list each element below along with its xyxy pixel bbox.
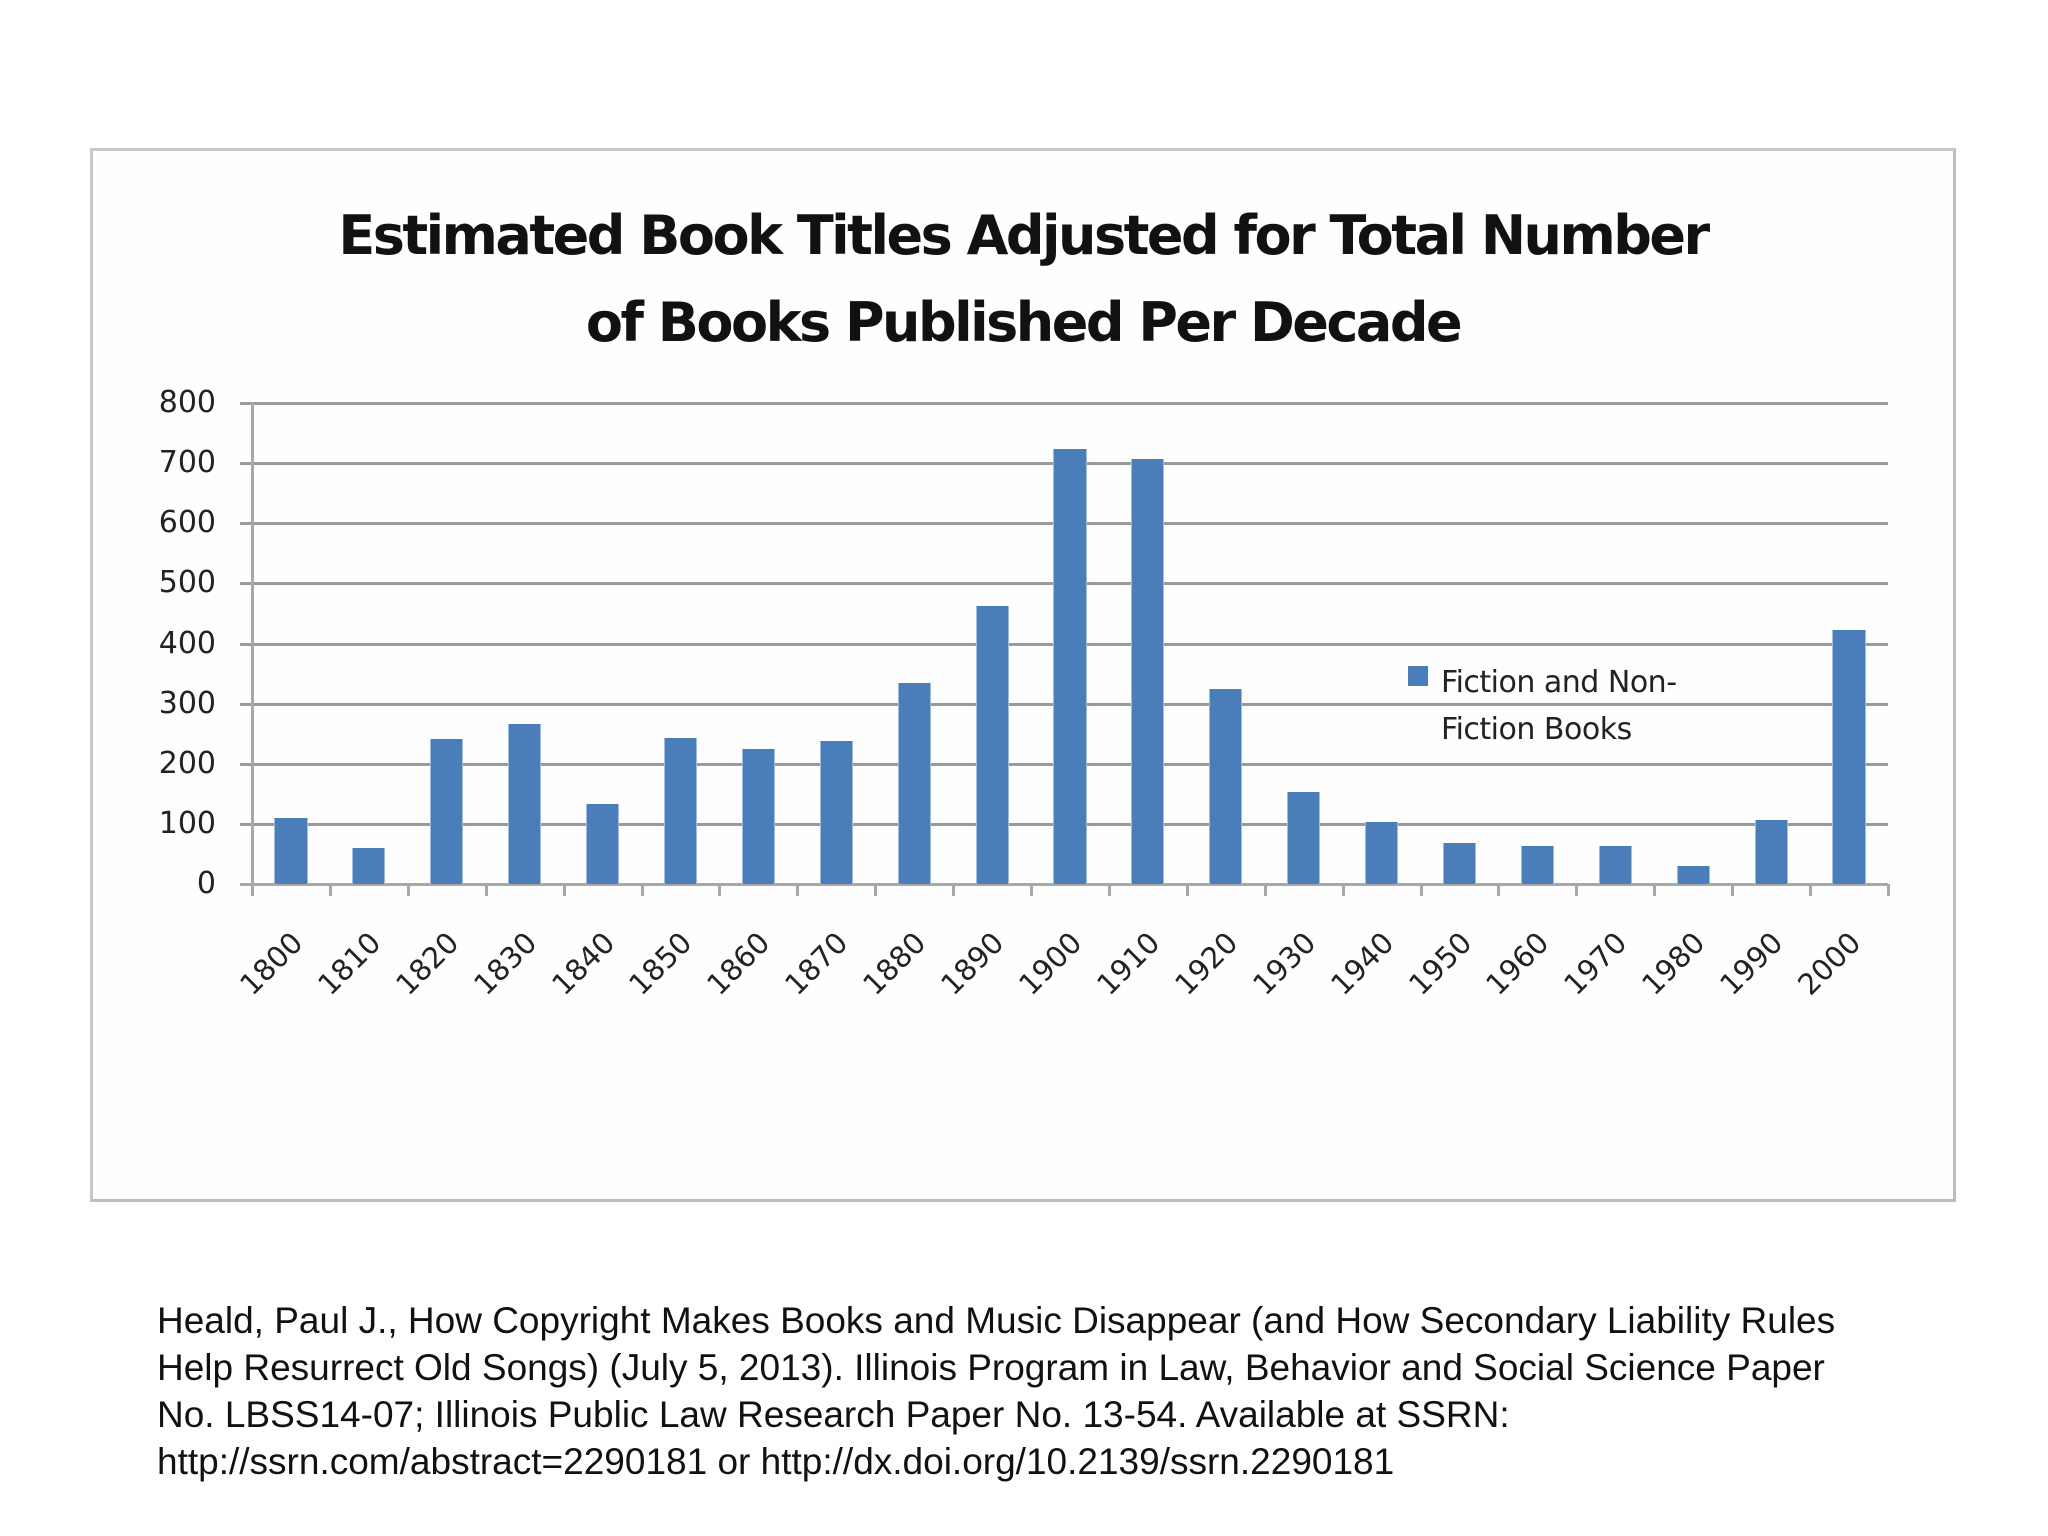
legend-swatch-icon (1408, 666, 1428, 686)
chart-title-line-2: of Books Published Per Decade (585, 291, 1463, 354)
bar-1970 (1599, 845, 1631, 884)
x-tick-label: 1840 (544, 925, 621, 1002)
bar-1900 (1054, 448, 1086, 884)
x-tick (874, 884, 878, 896)
x-tick-label: 1940 (1323, 925, 1400, 1002)
chart-container: Estimated Book Titles Adjusted for Total… (90, 148, 1956, 1202)
x-tick (406, 884, 410, 896)
y-tick-label: 800 (158, 385, 216, 420)
bar-1950 (1443, 842, 1476, 884)
x-tick (328, 884, 332, 896)
x-tick-label: 1820 (388, 925, 466, 1002)
y-tick-label: 700 (158, 445, 216, 481)
y-tick-label: 300 (158, 685, 216, 721)
x-tick-label: 1970 (1557, 925, 1634, 1002)
x-tick (1107, 884, 1111, 896)
x-tick-label: 1890 (934, 925, 1011, 1002)
bar-1990 (1755, 819, 1787, 884)
bar-1850 (664, 737, 697, 884)
citation-line-1: Heald, Paul J., How Copyright Makes Book… (157, 1300, 1836, 1341)
bar-1930 (1288, 792, 1320, 884)
x-tick-label: 1810 (310, 925, 388, 1002)
bar-1960 (1521, 846, 1553, 884)
y-tick-label: 200 (158, 745, 216, 781)
y-tick-label: 0 (196, 866, 216, 901)
bar-1830 (509, 724, 541, 884)
x-tick-label: 1900 (1012, 925, 1089, 1002)
gridline (240, 402, 1888, 405)
x-tick-label: 1870 (778, 925, 855, 1002)
x-tick (562, 884, 566, 896)
x-tick (718, 884, 722, 896)
citation-line-4: http://ssrn.com/abstract=2290181 or http… (157, 1441, 1395, 1482)
bar-1910 (1132, 458, 1164, 884)
y-tick-label: 100 (158, 805, 216, 841)
x-tick (952, 884, 956, 896)
bar-1810 (353, 847, 385, 884)
x-tick-label: 1930 (1245, 925, 1323, 1002)
bar-1870 (820, 740, 852, 884)
x-tick-label: 1960 (1479, 925, 1556, 1002)
x-tick-label: 1860 (700, 925, 777, 1002)
x-tick-label: 1910 (1090, 925, 1167, 1002)
x-tick (1263, 884, 1267, 896)
x-tick-label: 1920 (1167, 925, 1245, 1002)
x-tick (1809, 884, 1813, 896)
citation: Heald, Paul J., How Copyright Makes Book… (157, 1297, 2017, 1485)
y-tick-label: 500 (158, 565, 216, 601)
bar-1890 (976, 605, 1008, 884)
bar-1820 (431, 739, 463, 884)
legend-label-line-1: Fiction and Non- (1441, 665, 1677, 700)
x-tick (796, 884, 800, 896)
x-tick-label: 1850 (622, 925, 699, 1002)
citation-line-2: Help Resurrect Old Songs) (July 5, 2013)… (157, 1347, 1825, 1388)
x-tick-label: 1990 (1713, 925, 1790, 1002)
bar-1980 (1677, 865, 1709, 884)
x-tick (1653, 884, 1657, 896)
x-tick (1341, 884, 1345, 896)
y-axis (251, 403, 254, 894)
bar-1800 (275, 817, 307, 884)
legend-label: Fiction and Non- Fiction Books (1441, 659, 1761, 753)
x-tick-label: 1980 (1635, 925, 1712, 1002)
x-tick-label: 1830 (466, 925, 544, 1002)
x-tick-label: 2000 (1791, 925, 1868, 1002)
bar-2000 (1833, 630, 1865, 884)
bar-1920 (1210, 689, 1242, 884)
x-tick (1419, 884, 1423, 896)
x-tick-label: 1880 (856, 925, 933, 1002)
bar-1940 (1366, 822, 1398, 884)
legend-label-line-2: Fiction Books (1441, 712, 1632, 747)
y-tick-label: 600 (158, 505, 216, 541)
plot-area: 800 700 600 500 400 300 200 100 0 1800 1810 1820 183… (93, 151, 1953, 1199)
x-axis (240, 883, 1888, 886)
chart-title-line-1: Estimated Book Titles Adjusted for Total… (338, 204, 1710, 267)
x-tick (1575, 884, 1579, 896)
x-tick-label: 1800 (233, 925, 310, 1002)
x-tick (484, 884, 488, 896)
x-tick (1731, 884, 1735, 896)
x-tick (1030, 884, 1034, 896)
citation-line-3: No. LBSS14-07; Illinois Public Law Resea… (157, 1394, 1510, 1435)
x-tick (251, 884, 254, 896)
x-tick (1887, 884, 1890, 896)
y-tick-label: 400 (158, 625, 216, 661)
bar-1880 (898, 683, 930, 884)
x-tick (1497, 884, 1501, 896)
x-tick (640, 884, 644, 896)
bar-1860 (742, 749, 774, 884)
x-tick-label: 1950 (1401, 925, 1478, 1002)
x-tick (1185, 884, 1189, 896)
bar-1840 (586, 804, 619, 884)
